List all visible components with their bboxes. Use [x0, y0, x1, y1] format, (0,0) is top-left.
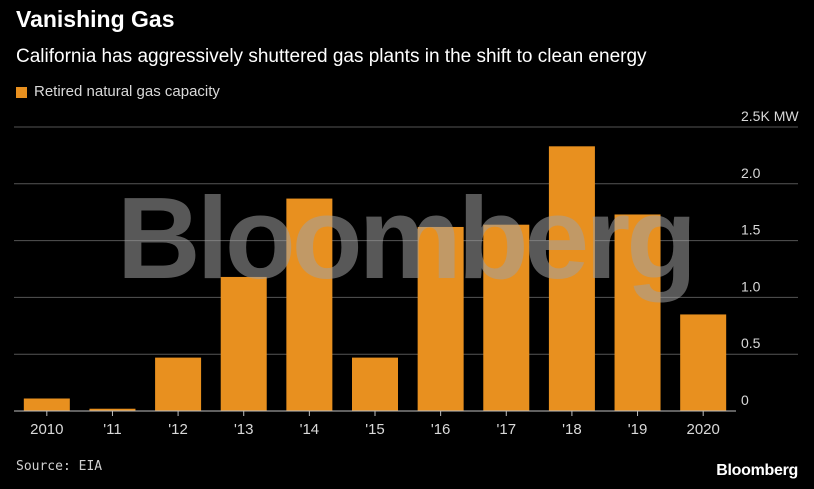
source-note: Source: EIA: [16, 459, 103, 474]
legend: Retired natural gas capacity: [16, 83, 220, 100]
x-tick-label: '11: [103, 421, 121, 438]
bar: [680, 314, 727, 411]
bloomberg-logo: Bloomberg: [716, 462, 798, 479]
y-tick-label: 0: [741, 392, 749, 408]
bar: [23, 398, 70, 411]
legend-swatch: [16, 86, 27, 98]
x-tick-label: '13: [234, 421, 254, 438]
x-tick-label: '15: [365, 421, 385, 438]
y-tick-label: 2.5K MW: [741, 108, 799, 124]
y-axis-ticks: 0 0.5 1.0 1.5 2.0 2.5K MW: [741, 108, 799, 408]
bar: [89, 408, 136, 411]
y-tick-label: 1.0: [741, 278, 761, 294]
x-axis-ticks: 2010 '11 '12 '13 '14 '15 '16 '17 '18 '19 2020: [30, 411, 720, 438]
bars: [23, 146, 727, 411]
legend-label: Retired natural gas capacity: [34, 83, 220, 100]
chart-title: Vanishing Gas: [16, 6, 175, 32]
x-tick-label: '19: [628, 421, 648, 438]
bar: [483, 224, 530, 411]
x-tick-label: 2010: [30, 421, 63, 438]
y-tick-label: 2.0: [741, 165, 761, 181]
y-tick-label: 1.5: [741, 222, 761, 238]
bar: [417, 226, 464, 411]
bar: [352, 357, 398, 411]
x-tick-label: '14: [300, 421, 320, 438]
watermark-logo: Bloomberg: [117, 173, 693, 303]
bar: [548, 146, 595, 411]
bar: [155, 357, 202, 411]
gridlines: [14, 126, 798, 355]
bar: [220, 276, 267, 411]
bar: [614, 214, 661, 411]
y-tick-label: 0.5: [741, 335, 761, 351]
x-tick-label: '12: [168, 421, 188, 438]
chart-subtitle: California has aggressively shuttered ga…: [16, 46, 647, 67]
x-tick-label: '16: [431, 421, 451, 438]
x-tick-label: '18: [562, 421, 582, 438]
bar: [286, 198, 333, 411]
x-tick-label: 2020: [686, 421, 719, 438]
x-tick-label: '17: [496, 421, 516, 438]
